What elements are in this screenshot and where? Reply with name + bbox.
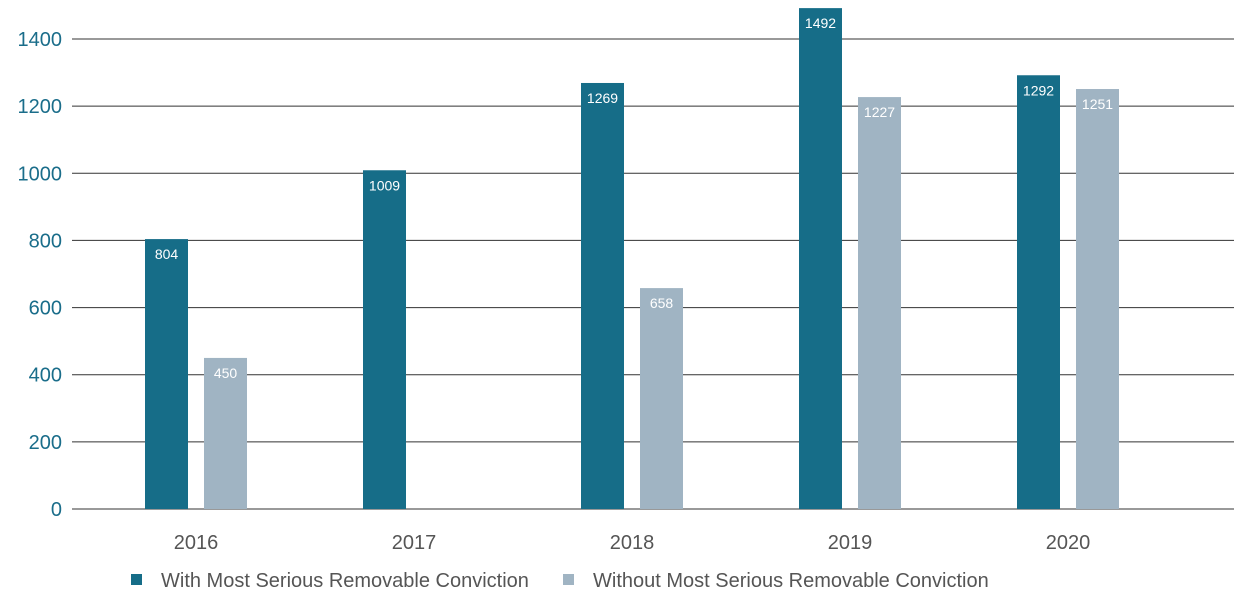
legend-label: With Most Serious Removable Conviction: [161, 570, 529, 592]
y-tick-label: 800: [29, 230, 62, 252]
bar: [145, 239, 188, 510]
x-tick-label: 2018: [610, 532, 655, 554]
data-label: 450: [214, 365, 238, 381]
data-label: 1009: [369, 177, 400, 193]
x-axis-ticks: 2016 2017 2018 2019 2020: [174, 532, 1091, 554]
data-label: 1251: [1082, 96, 1113, 112]
x-tick-label: 2016: [174, 532, 219, 554]
bar: [204, 357, 247, 509]
y-tick-label: 200: [29, 432, 62, 454]
bar: [858, 97, 901, 509]
y-tick-label: 400: [29, 365, 62, 387]
data-label: 1227: [864, 104, 895, 120]
y-axis-ticks: 0 200 400 600 800 1000 1200 1400: [18, 29, 63, 521]
legend-swatch: [563, 574, 574, 585]
y-tick-label: 600: [29, 298, 62, 320]
y-tick-label: 1400: [18, 29, 63, 51]
y-tick-label: 1000: [18, 163, 63, 185]
bars: [145, 8, 1119, 510]
legend: With Most Serious Removable Conviction Wi…: [131, 570, 989, 592]
data-labels: 804 450 1009 1269 658 1492 1227 1292 1251: [155, 15, 1113, 381]
legend-label: Without Most Serious Removable Convictio…: [593, 570, 989, 592]
legend-swatch: [131, 574, 142, 585]
data-label: 1269: [587, 90, 618, 106]
x-tick-label: 2017: [392, 532, 437, 554]
bar: [799, 8, 842, 509]
bar: [640, 288, 683, 509]
x-tick-label: 2020: [1046, 532, 1091, 554]
bar: [1076, 89, 1119, 510]
x-tick-label: 2019: [828, 532, 873, 554]
data-label: 658: [650, 295, 674, 311]
y-tick-label: 0: [51, 499, 62, 521]
data-label: 1292: [1023, 82, 1054, 98]
data-label: 1492: [805, 15, 836, 31]
bar: [1017, 75, 1060, 509]
y-tick-label: 1200: [18, 96, 63, 118]
bar: [363, 170, 406, 509]
bar: [581, 82, 624, 509]
data-label: 804: [155, 246, 179, 262]
